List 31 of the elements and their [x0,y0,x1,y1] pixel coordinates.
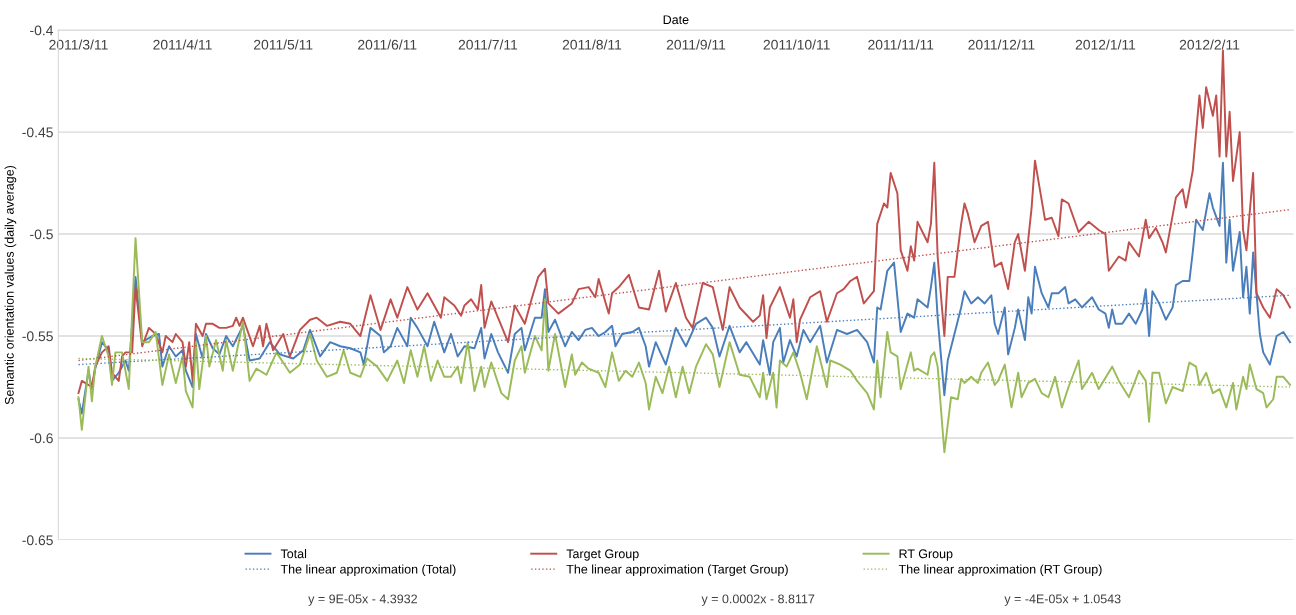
text: y = -4E-05x + 1.0543 [1004,594,1121,606]
y-tick-label: -0.65 [22,535,53,546]
y-tick-label: -0.45 [22,127,53,138]
text: y = 9E-05x - 4.3932 [308,594,417,606]
legend-label: The linear approximation (Total) [280,564,456,577]
legend-label: RT Group [899,549,953,561]
x-tick-label: 2011/8/11 [562,39,622,50]
text: y = 0.0002x - 8.8117 [701,594,815,606]
y-tick-label: -0.55 [22,331,53,342]
x-tick-label: 2011/3/11 [49,39,108,50]
x-tick-label: 2012/2/11 [1179,39,1240,50]
y-tick-label: -0.6 [30,433,53,444]
y-tick-label: -0.5 [30,229,53,240]
x-tick-label: 2011/5/11 [254,39,313,50]
legend-label: The linear approximation (RT Group) [898,564,1102,577]
legend-label: Total [280,549,307,559]
y-tick-label: -0.4 [30,25,54,36]
legend-label: The linear approximation (Target Group) [566,564,788,577]
y-axis-title: Semantic orientation values (daily average) [4,165,17,405]
x-tick-label: 2012/1/11 [1075,39,1136,50]
x-tick-label: 2011/9/11 [666,39,726,50]
legend-label: Target Group [566,549,639,561]
x-tick-label: 2011/11/11 [868,39,934,50]
line-series [77,49,1292,395]
x-tick-label: 2011/6/11 [358,39,417,50]
x-tick-label: 2011/10/11 [763,39,830,50]
line-series [77,161,1292,415]
x-tick-label: 2011/4/11 [153,39,212,50]
x-axis-title: Date [663,15,689,25]
x-tick-label: 2011/12/11 [968,39,1035,50]
x-tick-label: 2011/7/11 [458,39,518,50]
